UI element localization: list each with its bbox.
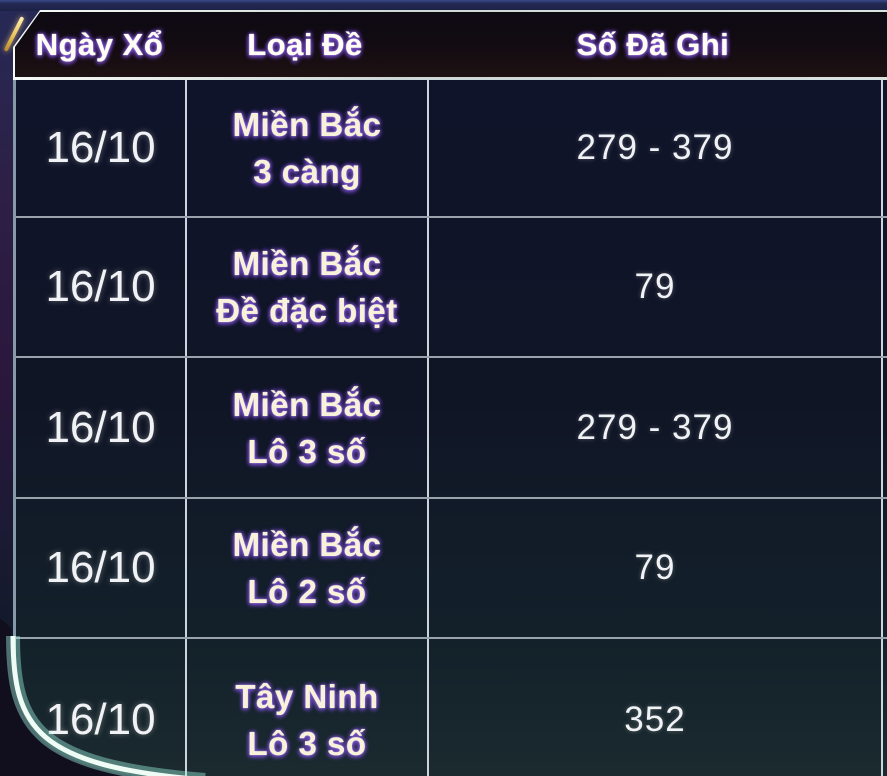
recorded-numbers-cell: 279 - 379: [427, 80, 881, 216]
cutoff-cell: [881, 218, 887, 356]
bet-type-region: Miền Bắc: [232, 385, 382, 423]
bet-type-cell: Miền Bắc 3 càng: [185, 80, 427, 216]
table-row: 16/10 Miền Bắc Lô 2 số 79: [16, 497, 887, 637]
bet-type-cell: Miền Bắc Lô 2 số: [185, 499, 427, 637]
bet-type-cell: Tây Ninh Lô 3 số: [185, 639, 427, 776]
recorded-numbers-cell: 352: [427, 639, 881, 776]
bet-type-region: Miền Bắc: [232, 106, 382, 143]
recorded-numbers: 352: [624, 699, 686, 739]
draw-date: 16/10: [45, 123, 156, 172]
bet-type-region: Tây Ninh: [235, 677, 379, 715]
header-row: Ngày Xổ Loại Đề Số Đã Ghi: [15, 12, 887, 77]
draw-date: 16/10: [45, 694, 156, 744]
recorded-numbers: 79: [634, 267, 676, 306]
recorded-numbers: 79: [634, 548, 676, 587]
recorded-numbers-cell: 79: [427, 499, 881, 637]
column-header-bet-type: Loại Đề: [247, 26, 363, 62]
draw-date-cell: 16/10: [16, 218, 185, 356]
bet-history-list[interactable]: 16/10 Miền Bắc 3 càng 279 - 379 16/10 Mi…: [16, 80, 887, 776]
table-row: 16/10 Miền Bắc Lô 3 số 279 - 379: [16, 356, 887, 497]
recorded-numbers-cell: 79: [427, 218, 881, 356]
draw-date: 16/10: [45, 402, 156, 452]
recorded-numbers: 279 - 379: [576, 128, 734, 167]
bet-type-region: Miền Bắc: [232, 245, 382, 282]
cutoff-cell: [881, 499, 887, 637]
bet-type-name: Lô 3 số: [247, 724, 367, 762]
bet-type-cell: Miền Bắc Đề đặc biệt: [185, 218, 427, 356]
draw-date-cell: 16/10: [16, 80, 185, 216]
draw-date-cell: 16/10: [16, 499, 185, 637]
column-header-draw-date: Ngày Xổ: [35, 26, 164, 62]
table-body-panel: 16/10 Miền Bắc 3 càng 279 - 379 16/10 Mi…: [13, 80, 887, 776]
bet-type-name: 3 càng: [253, 153, 361, 190]
recorded-numbers: 279 - 379: [576, 407, 734, 447]
bet-type-name: Đề đặc biệt: [216, 292, 398, 329]
draw-date: 16/10: [45, 262, 156, 311]
bet-type-cell: Miền Bắc Lô 3 số: [185, 358, 427, 497]
cutoff-cell: [881, 358, 887, 497]
table-header: Ngày Xổ Loại Đề Số Đã Ghi: [13, 10, 887, 80]
bet-type-name: Lô 2 số: [247, 573, 367, 610]
draw-date-cell: 16/10: [16, 639, 185, 776]
table-row: 16/10 Miền Bắc Đề đặc biệt 79: [16, 216, 887, 356]
table-row: 16/10 Tây Ninh Lô 3 số 352: [16, 637, 887, 776]
draw-date-cell: 16/10: [16, 358, 185, 497]
draw-date: 16/10: [45, 543, 156, 592]
recorded-numbers-cell: 279 - 379: [427, 358, 881, 497]
table-row: 16/10 Miền Bắc 3 càng 279 - 379: [16, 80, 887, 216]
bet-type-name: Lô 3 số: [247, 432, 367, 470]
top-edge-strip: [0, 0, 887, 11]
column-header-recorded-numbers: Số Đã Ghi: [576, 26, 730, 62]
cutoff-cell: [881, 639, 887, 776]
bet-type-region: Miền Bắc: [232, 526, 382, 563]
cutoff-cell: [881, 80, 887, 216]
